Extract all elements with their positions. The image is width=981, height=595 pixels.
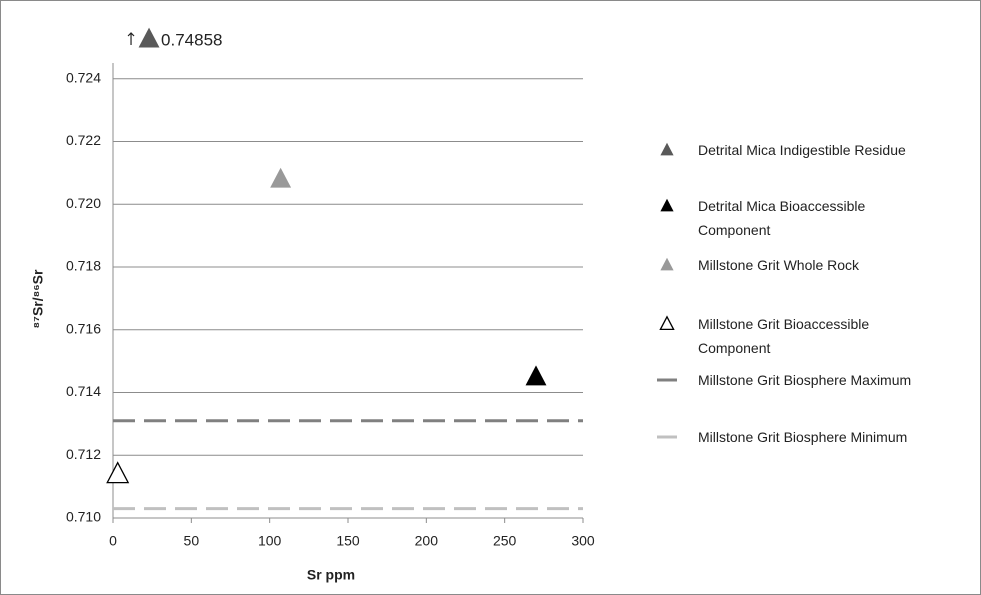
- legend-label: Millstone Grit Biosphere Maximum: [698, 372, 912, 388]
- y-tick-label: 0.712: [66, 446, 101, 462]
- legend-label: Detrital Mica Bioaccessible Component: [698, 198, 866, 238]
- x-tick-label: 300: [571, 533, 595, 549]
- x-tick-label: 0: [109, 533, 117, 549]
- point: [270, 167, 292, 188]
- point: [660, 198, 674, 212]
- y-tick-label: 0.710: [66, 509, 101, 525]
- y-axis-label: ⁸⁷Sr/⁸⁶Sr: [30, 269, 46, 328]
- point: [138, 27, 160, 48]
- x-tick-label: 50: [184, 533, 200, 549]
- x-tick-label: 250: [493, 533, 517, 549]
- data-label: 0.74858: [161, 30, 222, 49]
- y-tick-label: 0.720: [66, 195, 101, 211]
- y-tick-label: 0.716: [66, 320, 101, 336]
- y-tick-label: 0.718: [66, 258, 101, 274]
- legend-label: Millstone Grit Whole Rock: [698, 257, 860, 273]
- y-tick-label: 0.714: [66, 383, 101, 399]
- point: [525, 365, 547, 386]
- point: [659, 315, 675, 331]
- point: [660, 257, 674, 271]
- legend-label: Detrital Mica Indigestible Residue: [698, 142, 906, 158]
- y-tick-label: 0.724: [66, 69, 101, 85]
- y-tick-label: 0.722: [66, 132, 101, 148]
- x-tick-label: 150: [336, 533, 360, 549]
- legend-label: Millstone Grit Bioaccessible Component: [698, 316, 870, 356]
- x-tick-label: 100: [258, 533, 282, 549]
- x-tick-label: 200: [415, 533, 439, 549]
- x-axis-label: Sr ppm: [307, 567, 355, 583]
- point: [660, 142, 674, 156]
- off-scale-arrow: [127, 32, 135, 45]
- legend-label: Millstone Grit Biosphere Minimum: [698, 429, 908, 445]
- point: [106, 461, 130, 484]
